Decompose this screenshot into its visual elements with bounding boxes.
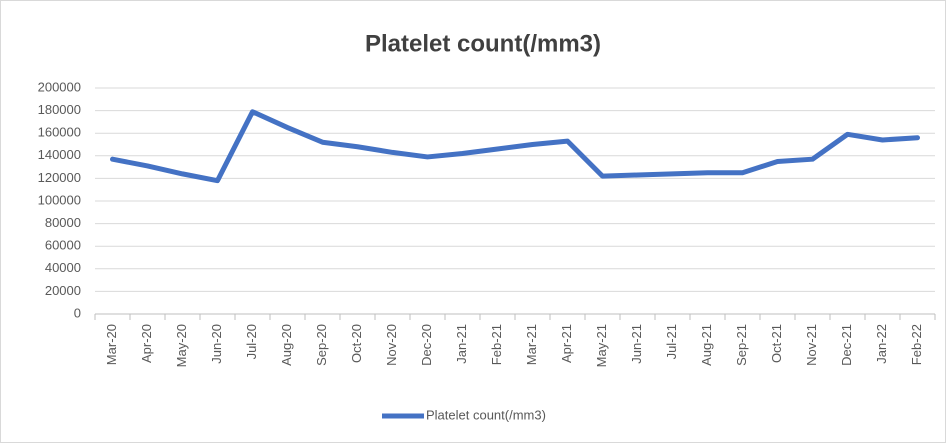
- x-tick-label: Jul-21: [664, 324, 679, 359]
- x-tick-label: Mar-21: [524, 324, 539, 365]
- y-tick-label: 20000: [45, 283, 81, 298]
- data-line: [110, 109, 920, 184]
- legend-label: Platelet count(/mm3): [426, 407, 546, 422]
- y-tick-label: 180000: [38, 102, 81, 117]
- x-tick-label: Aug-21: [699, 324, 714, 366]
- x-tick-label: May-21: [594, 324, 609, 367]
- x-tick-label: Dec-20: [419, 324, 434, 366]
- x-tick-label: Jan-22: [874, 324, 889, 364]
- y-tick-label: 140000: [38, 147, 81, 162]
- y-tick-label: 60000: [45, 238, 81, 253]
- x-tick-label: Nov-20: [384, 324, 399, 366]
- x-tick-label: Jan-21: [454, 324, 469, 364]
- x-tick-label: Jun-21: [629, 324, 644, 364]
- x-tick-label: Jun-20: [209, 324, 224, 364]
- x-tick-label: Aug-20: [279, 324, 294, 366]
- x-tick-label: Nov-21: [804, 324, 819, 366]
- x-tick-label: Sep-21: [734, 324, 749, 366]
- x-tick-label: May-20: [174, 324, 189, 367]
- x-tick-label: Mar-20: [104, 324, 119, 365]
- chart-title: Platelet count(/mm3): [365, 30, 601, 57]
- y-tick-label: 200000: [38, 79, 81, 94]
- x-tick-label: Oct-20: [349, 324, 364, 363]
- x-tick-label: Apr-20: [139, 324, 154, 363]
- x-tick-label: Jul-20: [244, 324, 259, 359]
- y-tick-label: 80000: [45, 215, 81, 230]
- x-tick-label: Apr-21: [559, 324, 574, 363]
- y-tick-label: 160000: [38, 125, 81, 140]
- y-tick-label: 0: [74, 305, 81, 320]
- y-tick-label: 100000: [38, 192, 81, 207]
- x-tick-label: Oct-21: [769, 324, 784, 363]
- y-tick-label: 120000: [38, 170, 81, 185]
- x-tick-label: Dec-21: [839, 324, 854, 366]
- y-tick-label: 40000: [45, 260, 81, 275]
- x-tick-label: Sep-20: [314, 324, 329, 366]
- x-tick-label: Feb-22: [909, 324, 924, 365]
- x-tick-label: Feb-21: [489, 324, 504, 365]
